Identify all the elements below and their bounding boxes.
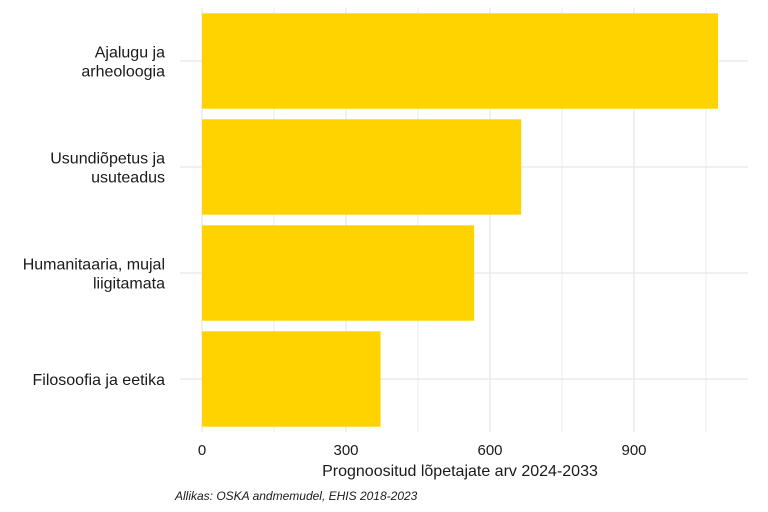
category-label: Humanitaaria, mujal liigitamata bbox=[23, 257, 165, 293]
category-label: Usundiõpetus ja usuteadus bbox=[50, 151, 165, 187]
category-label: Filosoofia ja eetika bbox=[32, 372, 165, 389]
x-axis-tick-labels: 0 300 600 900 bbox=[198, 442, 647, 459]
x-tick-label: 300 bbox=[333, 442, 358, 459]
x-tick-label: 600 bbox=[477, 442, 502, 459]
category-labels: Ajalugu ja arheoloogia Usundiõpetus ja usut… bbox=[23, 45, 165, 390]
bar bbox=[202, 119, 522, 215]
category-label: Ajalugu ja arheoloogia bbox=[81, 45, 165, 81]
bar bbox=[202, 331, 381, 427]
bars bbox=[202, 13, 718, 427]
x-axis-title: Prognoositud lõpetajate arv 2024-2033 bbox=[322, 463, 598, 480]
x-tick-label: 0 bbox=[198, 442, 206, 459]
bar bbox=[202, 13, 718, 109]
source-caption: Allikas: OSKA andmemudel, EHIS 2018-2023 bbox=[174, 489, 418, 503]
x-tick-label: 900 bbox=[621, 442, 646, 459]
bar bbox=[202, 225, 475, 321]
